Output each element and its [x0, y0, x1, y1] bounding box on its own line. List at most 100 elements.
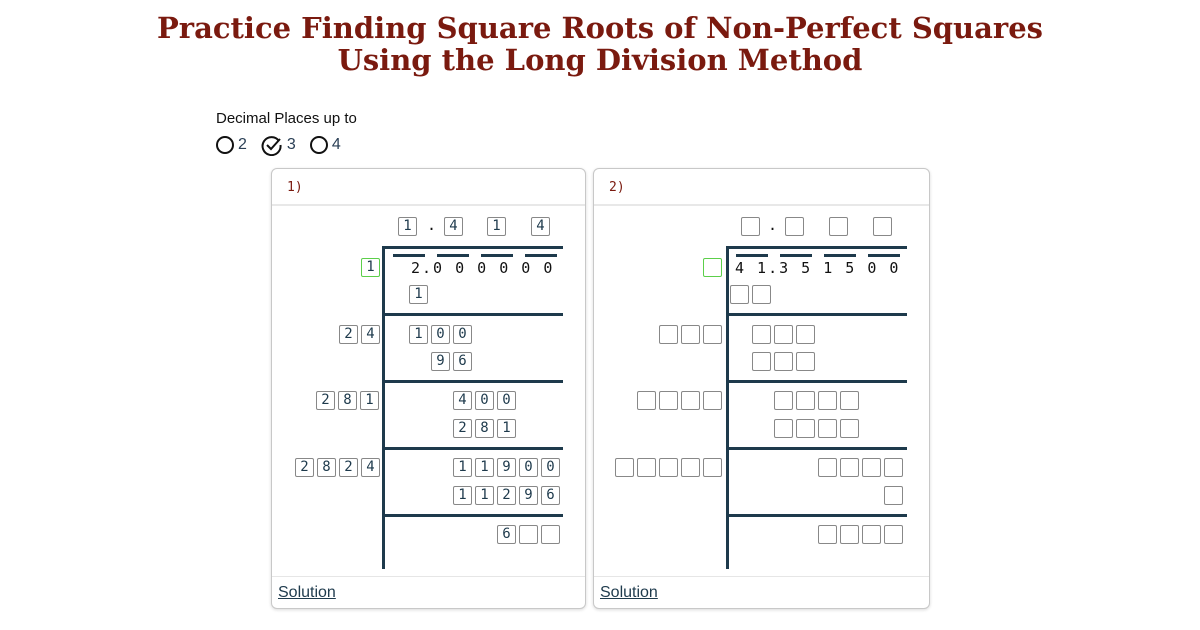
root-digit — [873, 217, 892, 236]
digit-input[interactable]: 6 — [453, 352, 472, 371]
digit-input[interactable]: 1 — [409, 325, 428, 344]
digit-input[interactable] — [818, 458, 837, 477]
digit-input[interactable] — [541, 525, 560, 544]
digit-input[interactable]: 0 — [497, 391, 516, 410]
digit-input[interactable]: 1 — [497, 419, 516, 438]
root-digit-input[interactable]: 1 — [487, 217, 506, 236]
digit-input[interactable] — [703, 325, 722, 344]
radio-checked-icon[interactable] — [261, 134, 283, 156]
digit-input[interactable] — [884, 486, 903, 505]
radio-option-3[interactable]: 3 — [261, 134, 296, 156]
division-line — [383, 447, 563, 450]
digit-input[interactable]: 2 — [316, 391, 335, 410]
digit-input[interactable] — [637, 391, 656, 410]
digit-input[interactable] — [752, 352, 771, 371]
digit-input[interactable]: 6 — [541, 486, 560, 505]
digit-input[interactable]: 1 — [453, 458, 472, 477]
radio-icon[interactable] — [309, 136, 328, 154]
problem-number: 2) — [594, 169, 929, 206]
digit-input[interactable] — [796, 352, 815, 371]
digit-input[interactable]: 6 — [497, 525, 516, 544]
digit-input[interactable] — [752, 325, 771, 344]
division-line — [727, 514, 907, 517]
digit-input[interactable] — [774, 325, 793, 344]
first-divisor-input[interactable] — [703, 258, 722, 277]
digit-input[interactable] — [818, 525, 837, 544]
digit-input[interactable] — [681, 391, 700, 410]
digit-input[interactable] — [681, 325, 700, 344]
digit-pair-overbar — [780, 254, 812, 257]
digit-input[interactable]: 9 — [519, 486, 538, 505]
digit-input[interactable]: 0 — [519, 458, 538, 477]
digit-input[interactable]: 1 — [453, 486, 472, 505]
digit-input[interactable] — [884, 458, 903, 477]
digit-input[interactable] — [703, 391, 722, 410]
digit-input[interactable]: 8 — [338, 391, 357, 410]
digit-input[interactable] — [730, 285, 749, 304]
root-digit-input[interactable] — [829, 217, 848, 236]
input-group-rem — [818, 525, 903, 544]
root-digit-input[interactable] — [785, 217, 804, 236]
digit-input[interactable] — [840, 458, 859, 477]
radio-option-2[interactable]: 2 — [216, 136, 247, 154]
digit-input[interactable]: 4 — [361, 458, 380, 477]
digit-input[interactable]: 0 — [475, 391, 494, 410]
digit-input[interactable]: 1 — [475, 458, 494, 477]
digit-input[interactable] — [862, 458, 881, 477]
digit-input[interactable]: 0 — [431, 325, 450, 344]
digit-input[interactable] — [659, 458, 678, 477]
root-digit-input[interactable]: 1 — [398, 217, 417, 236]
digit-input[interactable] — [659, 325, 678, 344]
digit-input[interactable] — [752, 285, 771, 304]
root-digit — [829, 217, 848, 236]
digit-input[interactable] — [774, 419, 793, 438]
digit-input[interactable] — [796, 325, 815, 344]
digit-input[interactable]: 2 — [497, 486, 516, 505]
digit-input[interactable]: 9 — [497, 458, 516, 477]
digit-input[interactable] — [681, 458, 700, 477]
digit-input[interactable] — [862, 525, 881, 544]
digit-input[interactable] — [796, 419, 815, 438]
root-digit: 4 — [444, 217, 463, 236]
solution-link[interactable]: Solution — [600, 584, 658, 601]
radio-option-4[interactable]: 4 — [309, 136, 341, 154]
digit-input[interactable]: 2 — [453, 419, 472, 438]
solution-link[interactable]: Solution — [278, 584, 336, 601]
digit-input[interactable]: 2 — [339, 325, 358, 344]
digit-input[interactable]: 1 — [360, 391, 379, 410]
digit-input[interactable] — [774, 391, 793, 410]
digit-input[interactable] — [519, 525, 538, 544]
digit-input[interactable]: 9 — [431, 352, 450, 371]
root-digit-input[interactable]: 4 — [444, 217, 463, 236]
digit-input[interactable] — [774, 352, 793, 371]
digit-input[interactable]: 4 — [453, 391, 472, 410]
digit-input[interactable]: 2 — [295, 458, 314, 477]
radio-icon[interactable] — [216, 136, 234, 154]
root-digit-input[interactable] — [873, 217, 892, 236]
digit-input[interactable] — [840, 419, 859, 438]
digit-input[interactable]: 4 — [361, 325, 380, 344]
digit-input[interactable]: 2 — [339, 458, 358, 477]
digit-input[interactable] — [818, 419, 837, 438]
digit-input[interactable] — [703, 458, 722, 477]
digit-input[interactable] — [884, 525, 903, 544]
digit-input[interactable] — [840, 525, 859, 544]
root-digit-input[interactable]: 4 — [531, 217, 550, 236]
digit-input[interactable]: 8 — [317, 458, 336, 477]
digit-input[interactable] — [659, 391, 678, 410]
first-divisor-input[interactable]: 1 — [361, 258, 380, 277]
digit-input[interactable] — [818, 391, 837, 410]
digit-input[interactable]: 0 — [541, 458, 560, 477]
digit-input[interactable]: 1 — [409, 285, 428, 304]
root-digit-input[interactable] — [741, 217, 760, 236]
digit-input[interactable] — [796, 391, 815, 410]
digit-input[interactable] — [840, 391, 859, 410]
division-line — [383, 313, 563, 316]
digit-input[interactable]: 1 — [475, 486, 494, 505]
digit-input[interactable]: 8 — [475, 419, 494, 438]
digit-input[interactable]: 0 — [453, 325, 472, 344]
digit-input[interactable] — [637, 458, 656, 477]
digit-input[interactable] — [615, 458, 634, 477]
